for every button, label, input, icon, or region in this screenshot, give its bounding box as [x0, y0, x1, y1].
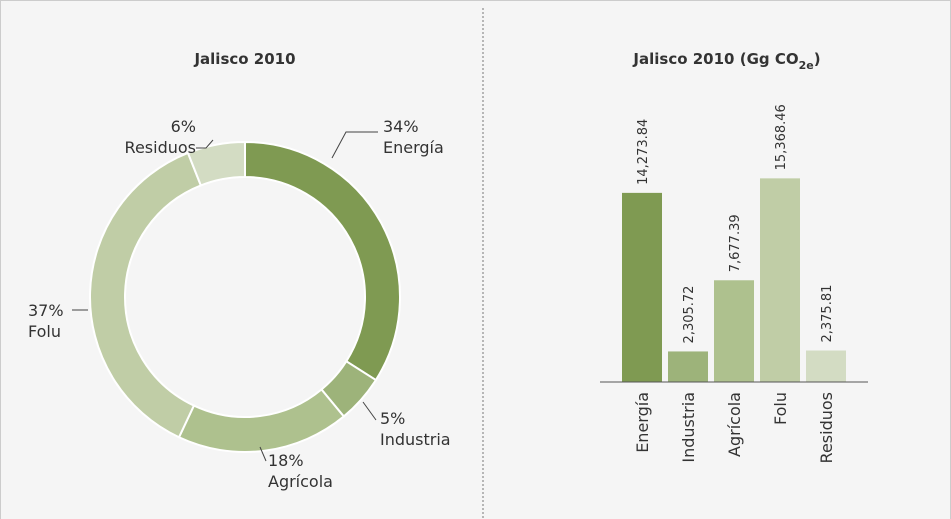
- bar: [760, 178, 800, 382]
- data-label: 15,368.46: [774, 104, 789, 170]
- data-label: 5%: [380, 409, 405, 428]
- chart-title: Jalisco 2010 (Gg CO2e): [632, 50, 820, 72]
- category-label: Folu: [771, 392, 790, 425]
- bar: [806, 350, 846, 382]
- category-label: Folu: [28, 322, 61, 341]
- bar: [668, 351, 708, 382]
- title-main: Jalisco 2010 (Gg CO: [632, 50, 798, 68]
- data-label: 7,677.39: [728, 214, 743, 272]
- category-label: Agrícola: [725, 392, 744, 457]
- data-label: 34%: [383, 117, 419, 136]
- leader-line: [362, 401, 377, 421]
- data-label: 37%: [28, 301, 64, 320]
- leader-line: [259, 446, 267, 462]
- donut-slice: [186, 140, 246, 187]
- category-label: Energía: [383, 138, 444, 157]
- data-label: 6%: [171, 117, 196, 136]
- leader-line: [331, 131, 378, 159]
- title-end: ): [814, 50, 821, 68]
- bar: [714, 280, 754, 382]
- category-label: Agrícola: [268, 472, 333, 491]
- category-label: Industria: [679, 392, 698, 463]
- category-label: Residuos: [817, 392, 836, 463]
- data-label: 2,305.72: [682, 286, 697, 344]
- category-label: Energía: [633, 392, 652, 453]
- leader-line: [196, 139, 214, 149]
- data-label: 14,273.84: [636, 119, 651, 185]
- data-label: 2,375.81: [820, 285, 835, 343]
- category-label: Residuos: [125, 138, 196, 157]
- bar: [622, 192, 662, 382]
- category-label: Industria: [380, 430, 451, 449]
- chart-title: Jalisco 2010: [193, 50, 295, 68]
- title-sub: 2e: [799, 59, 814, 72]
- data-label: 18%: [268, 451, 304, 470]
